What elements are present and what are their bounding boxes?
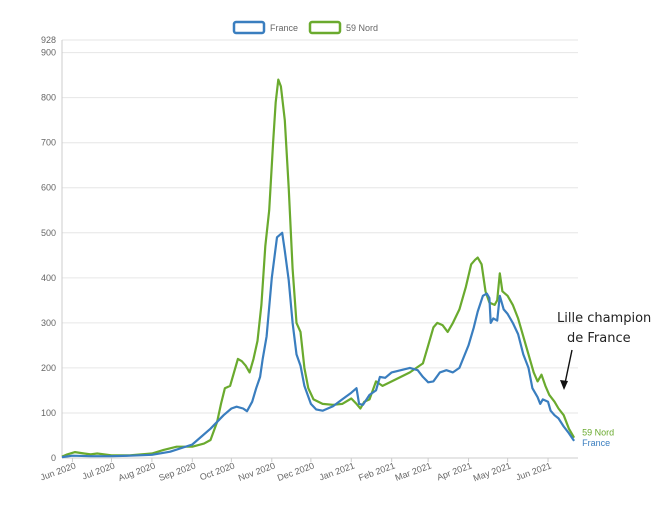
series-line-nord: [61, 78, 576, 458]
legend-swatch-france[interactable]: [232, 20, 266, 35]
x-tick-label: Apr 2021: [435, 460, 473, 482]
x-tick-label: Sep 2020: [157, 460, 197, 483]
series-lines: [61, 78, 576, 459]
y-tick-label: 300: [41, 318, 56, 328]
legend-label-france[interactable]: France: [270, 23, 298, 33]
axes: [61, 40, 578, 459]
y-tick-label: 800: [41, 93, 56, 103]
end-label-nord: 59 Nord: [582, 428, 614, 438]
y-tick-label: 700: [41, 138, 56, 148]
x-tick-label: Jan 2021: [318, 460, 356, 482]
legend-label-nord[interactable]: 59 Nord: [346, 23, 378, 33]
grid-lines: [62, 39, 578, 414]
annotation-line-2: de France: [567, 331, 631, 346]
y-tick-label: 400: [41, 273, 56, 283]
x-tick-label: Jun 2021: [514, 460, 552, 482]
y-tick-label: 0: [51, 453, 56, 463]
y-tick-label: 200: [41, 363, 56, 373]
x-tick-label: Feb 2021: [357, 460, 396, 482]
x-tick-label: May 2021: [472, 460, 513, 483]
x-tick-label: Jun 2020: [39, 460, 77, 482]
annotation: Lille champion de France: [557, 311, 651, 390]
x-tick-label: Dec 2020: [276, 460, 316, 483]
end-label-france: France: [582, 438, 610, 448]
x-tick-label: Oct 2020: [198, 460, 236, 482]
annotation-arrow: [560, 349, 573, 390]
series-line-france: [61, 231, 576, 459]
legend-swatch-nord[interactable]: [308, 20, 342, 35]
y-tick-label: 500: [41, 228, 56, 238]
x-tick-label: Nov 2020: [237, 460, 277, 483]
x-tick-label: Aug 2020: [117, 460, 157, 483]
y-tick-label: 900: [41, 48, 56, 58]
y-tick-label-max: 928: [41, 35, 56, 45]
legend[interactable]: France 59 Nord: [232, 20, 378, 35]
y-tick-label: 600: [41, 183, 56, 193]
x-tick-label: Jul 2020: [81, 460, 116, 481]
x-tick-label: Mar 2021: [394, 460, 433, 482]
y-axis-ticks: 928 0 100 200 300 400 500 600 700 800 900: [41, 35, 56, 463]
y-tick-label: 100: [41, 408, 56, 418]
x-axis-ticks: Jun 2020 Jul 2020 Aug 2020 Sep 2020 Oct 2020…: [39, 458, 553, 483]
annotation-line-1: Lille champion: [557, 311, 651, 326]
